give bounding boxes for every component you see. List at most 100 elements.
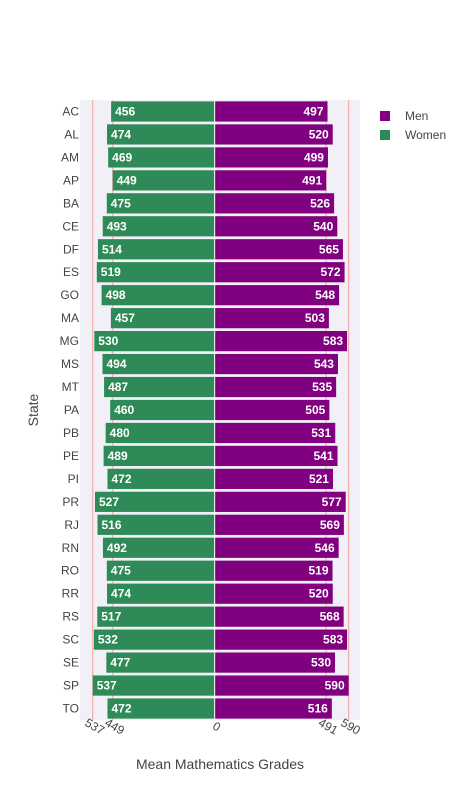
state-label-pr: PR	[62, 495, 79, 509]
bar-women-ms[interactable]	[102, 353, 215, 375]
bar-women-rs[interactable]	[97, 606, 215, 627]
bar-women-to[interactable]	[107, 698, 215, 719]
bar-women-ac[interactable]	[111, 101, 215, 122]
legend-label-men: Men	[405, 109, 428, 123]
state-label-ce: CE	[62, 219, 79, 233]
bar-women-rn[interactable]	[102, 537, 215, 558]
bar-women-df[interactable]	[97, 239, 215, 260]
bar-label-women-es: 519	[101, 265, 121, 279]
bar-men-ro[interactable]	[214, 560, 333, 581]
state-label-rn: RN	[62, 541, 79, 555]
bar-women-go[interactable]	[101, 285, 215, 306]
bar-label-men-ms: 543	[314, 357, 334, 371]
state-label-ba: BA	[63, 196, 79, 210]
bar-label-women-pa: 460	[114, 403, 134, 417]
bar-women-ro[interactable]	[106, 560, 215, 581]
bar-men-ap[interactable]	[214, 170, 327, 191]
bar-label-men-se: 530	[311, 656, 331, 670]
bar-label-women-rj: 516	[101, 518, 121, 532]
bar-women-rr[interactable]	[107, 583, 215, 604]
bar-men-rs[interactable]	[214, 606, 344, 627]
bar-label-men-rr: 520	[309, 587, 329, 601]
state-label-ma: MA	[61, 311, 79, 325]
bar-men-se[interactable]	[214, 652, 336, 673]
bar-label-men-pa: 505	[305, 403, 325, 417]
bar-label-men-ce: 540	[313, 219, 333, 233]
bar-men-am[interactable]	[214, 147, 328, 168]
bar-men-pb[interactable]	[214, 422, 336, 444]
bar-women-ap[interactable]	[112, 170, 215, 191]
bar-women-ba[interactable]	[106, 193, 215, 214]
legend[interactable]: Men Women	[380, 109, 446, 142]
bar-men-pe[interactable]	[214, 445, 338, 467]
bar-women-pi[interactable]	[107, 468, 215, 489]
bar-label-women-ms: 494	[106, 357, 126, 371]
bar-men-pi[interactable]	[214, 468, 333, 489]
state-label-ro: RO	[61, 564, 79, 578]
bar-men-mt[interactable]	[214, 376, 337, 398]
state-label-pi: PI	[68, 472, 79, 486]
bar-women-ma[interactable]	[110, 308, 215, 329]
bar-men-to[interactable]	[214, 698, 332, 719]
x-tick-label: 0	[210, 719, 223, 735]
bar-label-men-ba: 526	[310, 196, 330, 210]
state-label-df: DF	[63, 242, 79, 256]
state-label-se: SE	[63, 656, 79, 670]
bar-women-am[interactable]	[108, 147, 215, 168]
bar-men-mg[interactable]	[214, 331, 348, 352]
bar-label-men-rj: 569	[320, 518, 340, 532]
bars: 456 497 474 520 469 499 449 491 475 526 493 540 514 5…	[92, 100, 349, 720]
bar-label-women-pb: 480	[110, 426, 130, 440]
bar-label-women-mt: 487	[108, 380, 128, 394]
bar-men-ac[interactable]	[214, 101, 328, 122]
bar-label-men-rn: 546	[315, 541, 335, 555]
bar-label-women-ro: 475	[111, 564, 131, 578]
bar-women-es[interactable]	[96, 262, 215, 283]
y-axis-title: State	[25, 393, 41, 426]
state-label-sc: SC	[62, 633, 79, 647]
bar-men-al[interactable]	[214, 124, 333, 145]
bar-women-pa[interactable]	[110, 399, 215, 421]
bar-men-sp[interactable]	[214, 675, 349, 696]
bar-men-rj[interactable]	[214, 514, 344, 535]
state-label-mt: MT	[62, 380, 80, 394]
bar-women-pe[interactable]	[103, 445, 215, 467]
bar-men-pa[interactable]	[214, 399, 330, 421]
bar-label-women-go: 498	[106, 288, 126, 302]
bar-men-df[interactable]	[214, 239, 343, 260]
bar-men-ma[interactable]	[214, 308, 329, 329]
bar-label-men-to: 516	[308, 702, 328, 716]
bar-label-women-al: 474	[111, 127, 131, 141]
state-label-rs: RS	[62, 610, 79, 624]
bar-women-pr[interactable]	[94, 491, 215, 512]
bar-women-sp[interactable]	[92, 675, 215, 696]
bar-women-rj[interactable]	[97, 514, 215, 535]
bar-label-men-sp: 590	[325, 679, 345, 693]
bar-label-men-mg: 583	[323, 334, 343, 348]
bar-women-al[interactable]	[107, 124, 215, 145]
bar-men-go[interactable]	[214, 285, 340, 306]
bar-men-ce[interactable]	[214, 216, 338, 237]
bar-men-es[interactable]	[214, 262, 345, 283]
bar-label-women-df: 514	[102, 242, 122, 256]
bar-women-sc[interactable]	[93, 629, 215, 650]
bar-label-men-pr: 577	[322, 495, 342, 509]
bar-men-rn[interactable]	[214, 537, 339, 558]
bar-label-men-al: 520	[309, 127, 329, 141]
bar-women-pb[interactable]	[105, 422, 215, 444]
bar-label-men-go: 548	[315, 288, 335, 302]
bar-label-men-ma: 503	[305, 311, 325, 325]
bar-women-mg[interactable]	[94, 331, 215, 352]
bar-women-ce[interactable]	[102, 216, 215, 237]
state-label-am: AM	[61, 150, 79, 164]
state-label-pa: PA	[64, 403, 79, 417]
bar-men-rr[interactable]	[214, 583, 333, 604]
bar-men-pr[interactable]	[214, 491, 346, 512]
bar-men-ms[interactable]	[214, 353, 338, 375]
bar-women-se[interactable]	[106, 652, 215, 673]
bar-men-sc[interactable]	[214, 629, 348, 650]
bar-men-ba[interactable]	[214, 193, 335, 214]
bar-women-mt[interactable]	[104, 376, 215, 398]
y-axis-tick-labels: AC AL AM AP BA CE DF ES GO MA MG MS MT PA PB PE PI PR RJ RN…	[60, 104, 80, 715]
